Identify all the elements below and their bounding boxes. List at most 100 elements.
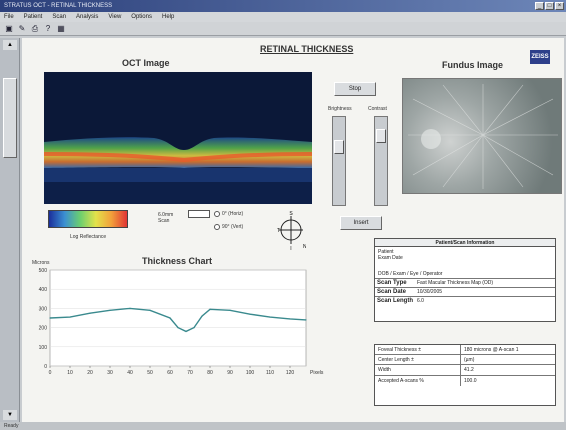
thickness-point — [289, 318, 291, 320]
menu-file[interactable]: File — [4, 14, 14, 20]
fundus-graphic — [408, 84, 558, 189]
colorbar-label: Log Reflectance — [70, 234, 107, 240]
menu-analysis[interactable]: Analysis — [76, 14, 99, 20]
menu-options[interactable]: Options — [131, 14, 152, 20]
measurement-value: 180 microns @ A-scan 1 — [464, 347, 519, 353]
brightness-slider[interactable] — [332, 116, 346, 206]
horizontal-radio[interactable] — [214, 211, 220, 217]
contrast-slider[interactable] — [374, 116, 388, 206]
thickness-point — [89, 312, 91, 314]
insert-button[interactable]: Insert — [340, 216, 382, 230]
info-panel-title: Patient/Scan Information — [375, 239, 555, 247]
measurement-key: Accepted A-scans % — [375, 375, 461, 386]
scroll-thumb[interactable] — [3, 78, 17, 158]
compass-west: T — [277, 228, 280, 234]
orientation-compass: S I T N — [276, 210, 307, 252]
x-tick-label: 110 — [266, 370, 274, 376]
main-panel: RETINAL THICKNESS ZEISS OCT Image Fundus… — [22, 38, 564, 422]
grid-icon[interactable]: ▦ — [57, 24, 65, 33]
title-bar: STRATUS OCT - RETINAL THICKNESS _ □ × — [0, 0, 566, 12]
thickness-point — [269, 316, 271, 318]
y-tick-label: 300 — [39, 306, 48, 312]
brightness-label: Brightness — [328, 106, 352, 112]
info-key: Scan Length — [377, 298, 414, 304]
reflectance-color-bar — [48, 210, 128, 228]
y-tick-label: 100 — [39, 345, 48, 351]
measurement-value: 41.2 — [464, 367, 474, 374]
menu-view[interactable]: View — [108, 14, 122, 20]
compass-north: S — [289, 211, 293, 217]
scroll-down-icon[interactable]: ▼ — [3, 410, 17, 420]
zeiss-logo: ZEISS — [530, 50, 550, 64]
menu-help[interactable]: Help — [161, 14, 175, 20]
fundus-image-label: Fundus Image — [442, 60, 504, 70]
vertical-scrollbar[interactable]: ▲ ▼ — [0, 38, 20, 422]
x-tick-label: 30 — [107, 370, 113, 376]
thickness-point — [305, 319, 307, 321]
scan-icon[interactable]: ✎ — [18, 24, 26, 33]
brightness-slider-knob[interactable] — [334, 139, 344, 154]
thickness-point — [177, 327, 179, 329]
new-icon[interactable]: ▣ — [5, 24, 13, 33]
stop-button[interactable]: Stop — [334, 82, 376, 96]
y-tick-label: 0 — [44, 364, 47, 370]
minimize-button[interactable]: _ — [535, 2, 544, 10]
close-button[interactable]: × — [555, 2, 564, 10]
thickness-point — [129, 307, 131, 309]
thickness-point — [193, 327, 195, 329]
menu-bar: File Patient Scan Analysis View Options … — [0, 12, 566, 22]
compass-east: N — [303, 244, 306, 250]
info-date-line: DOB / Exam / Eye / Operator — [378, 271, 443, 277]
y-tick-label: 200 — [39, 326, 48, 332]
oct-image — [44, 72, 312, 204]
contrast-label: Contrast — [368, 106, 387, 112]
menu-scan[interactable]: Scan — [52, 14, 67, 20]
thickness-point — [249, 313, 251, 315]
vertical-radio[interactable] — [214, 224, 220, 230]
scan-length-field[interactable] — [188, 210, 210, 218]
x-tick-label: 0 — [49, 370, 52, 376]
compass-south: I — [290, 246, 291, 250]
print-icon[interactable]: ⎙ — [31, 24, 39, 33]
status-bar: Ready — [0, 422, 566, 430]
x-tick-label: 60 — [167, 370, 173, 376]
table-row: Accepted A-scans % 100.0 — [375, 375, 555, 386]
y-tick-label: 400 — [39, 287, 48, 293]
x-tick-label: 40 — [127, 370, 133, 376]
scan-length-label: 6.0mm Scan — [158, 212, 174, 224]
thickness-point — [49, 317, 51, 319]
thickness-point — [201, 315, 203, 317]
info-row: Scan Date 10/30/2005 — [375, 288, 555, 297]
chart-ylabel: Microns — [32, 260, 50, 266]
menu-patient[interactable]: Patient — [23, 14, 43, 20]
info-value: 10/30/2005 — [417, 289, 443, 295]
info-row: Scan Type Fast Macular Thickness Map (OD… — [375, 279, 555, 288]
toolbar: ▣ ✎ ⎙ ? ▦ — [0, 22, 566, 36]
thickness-point — [229, 309, 231, 311]
x-tick-label: 100 — [246, 370, 255, 376]
thickness-point — [109, 309, 111, 311]
thickness-point — [185, 330, 187, 333]
maximize-button[interactable]: □ — [545, 2, 554, 10]
info-key: Scan Type — [377, 280, 407, 286]
chart-xlabel: Pixels — [310, 370, 324, 376]
oct-scan-graphic — [44, 72, 312, 204]
info-name-line: Patient — [378, 249, 394, 255]
measurements-table: Foveal Thickness ± 180 microns @ A-scan … — [374, 344, 556, 406]
contrast-slider-knob[interactable] — [376, 128, 386, 143]
chart-title: Thickness Chart — [142, 256, 213, 266]
page-title: RETINAL THICKNESS — [260, 44, 354, 54]
thickness-point — [169, 317, 171, 319]
table-row: Center Length ± (µm) — [375, 355, 555, 366]
info-key: Scan Date — [377, 289, 407, 295]
compass-icon: S I T N — [277, 211, 307, 252]
x-tick-label: 10 — [67, 370, 73, 376]
scroll-up-icon[interactable]: ▲ — [3, 40, 17, 50]
measurement-value: (µm) — [464, 357, 475, 364]
help-icon[interactable]: ? — [45, 24, 51, 33]
x-tick-label: 70 — [187, 370, 193, 376]
info-value: 6.0 — [417, 298, 424, 304]
x-tick-label: 80 — [207, 370, 213, 376]
thickness-point — [209, 308, 211, 310]
